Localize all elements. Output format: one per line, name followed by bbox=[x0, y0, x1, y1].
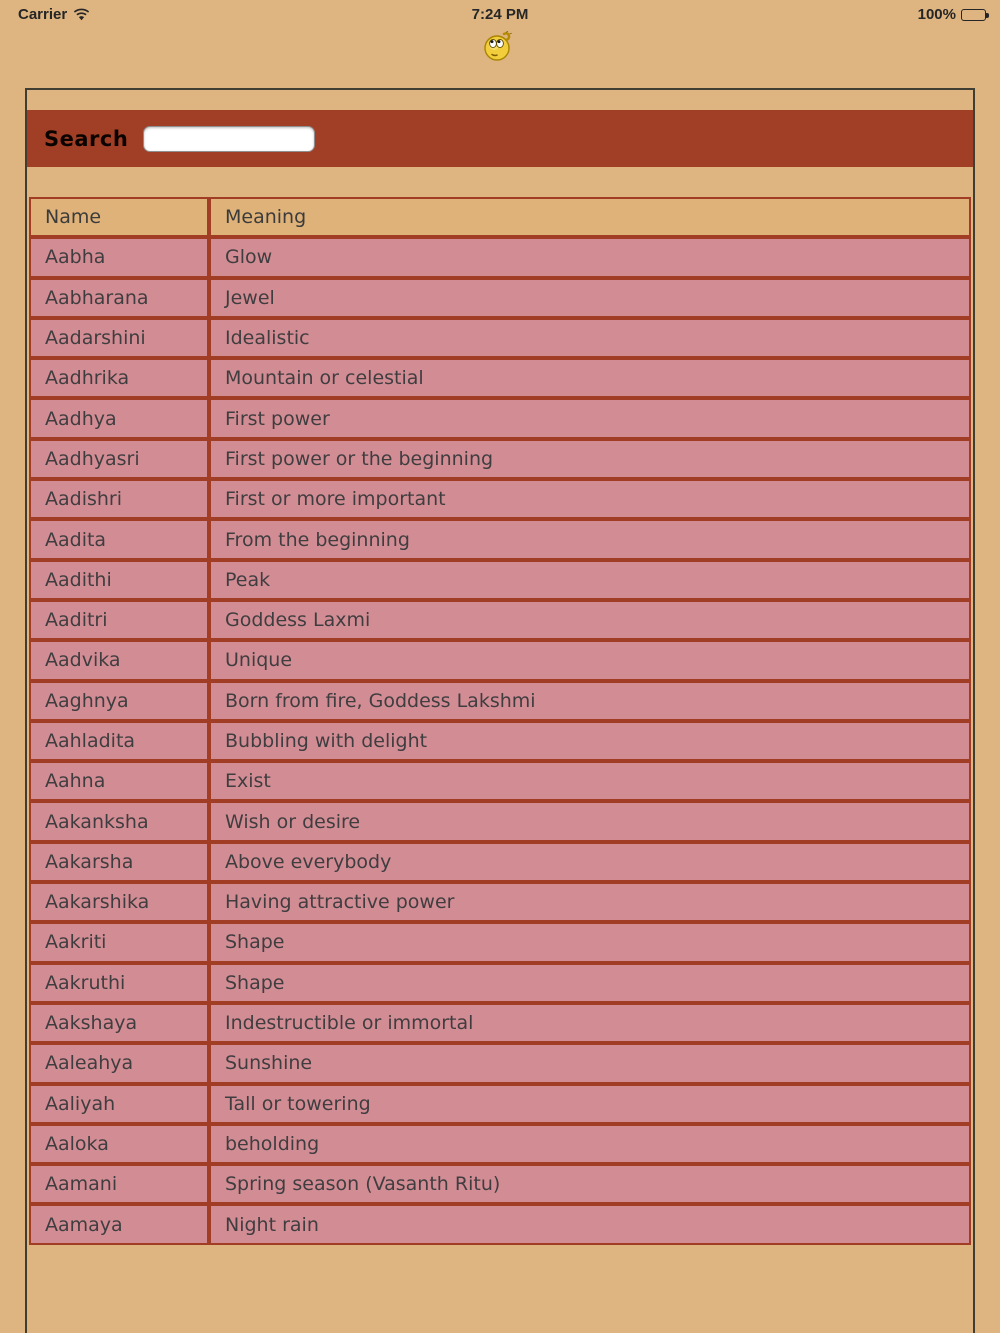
meaning-cell: Unique bbox=[209, 640, 971, 681]
table-row: Aadhyasri First power or the beginning bbox=[29, 438, 971, 480]
meaning-cell: Idealistic bbox=[209, 317, 971, 359]
meaning-cell: Sunshine bbox=[209, 1043, 971, 1084]
meaning-cell: Glow bbox=[209, 237, 971, 278]
name-cell: Aakarsha bbox=[29, 841, 209, 883]
meaning-cell: Bubbling with delight bbox=[209, 720, 971, 762]
name-cell: Aadita bbox=[29, 519, 209, 560]
table-row: Aakarshika Having attractive power bbox=[29, 882, 971, 923]
meaning-cell: Shape bbox=[209, 922, 971, 963]
name-cell: Aakarshika bbox=[29, 882, 209, 923]
name-cell: Aadhrika bbox=[29, 358, 209, 399]
table-row: Aadarshini Idealistic bbox=[29, 317, 971, 359]
wifi-icon bbox=[73, 8, 90, 21]
status-bar: Carrier 7:24 PM 100% bbox=[0, 0, 1000, 30]
meaning-cell: Shape bbox=[209, 962, 971, 1003]
status-time: 7:24 PM bbox=[471, 6, 529, 23]
name-cell: Aadithi bbox=[29, 559, 209, 600]
search-input[interactable] bbox=[143, 125, 316, 152]
table-row: Aaghnya Born from fire, Goddess Lakshmi bbox=[29, 680, 971, 721]
table-row: Aadithi Peak bbox=[29, 559, 971, 600]
table-row: Aaditri Goddess Laxmi bbox=[29, 599, 971, 641]
thinking-smiley-icon bbox=[482, 31, 514, 61]
names-table-area: Name Meaning Aabha Glow Aabharana Jewel Aada… bbox=[29, 197, 971, 1245]
meaning-cell: First power bbox=[209, 398, 971, 439]
name-cell: Aaditri bbox=[29, 599, 209, 641]
name-cell: Aadarshini bbox=[29, 317, 209, 359]
meaning-cell: Tall or towering bbox=[209, 1083, 971, 1124]
battery-percent-label: 100% bbox=[917, 6, 956, 23]
name-cell: Aadhya bbox=[29, 398, 209, 439]
name-cell: Aahna bbox=[29, 761, 209, 802]
meaning-cell: From the beginning bbox=[209, 519, 971, 560]
name-cell: Aakriti bbox=[29, 922, 209, 963]
meaning-cell: Night rain bbox=[209, 1204, 971, 1245]
table-row: Aahladita Bubbling with delight bbox=[29, 720, 971, 762]
battery-icon bbox=[961, 8, 989, 21]
name-cell: Aabha bbox=[29, 237, 209, 278]
table-row: Aaleahya Sunshine bbox=[29, 1043, 971, 1084]
table-row: Aakanksha Wish or desire bbox=[29, 801, 971, 842]
meaning-cell: Mountain or celestial bbox=[209, 358, 971, 399]
name-cell: Aaleahya bbox=[29, 1043, 209, 1084]
table-row: Aadita From the beginning bbox=[29, 519, 971, 560]
name-cell: Aamani bbox=[29, 1164, 209, 1205]
name-cell: Aamaya bbox=[29, 1204, 209, 1245]
table-row: Aadishri First or more important bbox=[29, 479, 971, 520]
meaning-cell: Indestructible or immortal bbox=[209, 1002, 971, 1044]
names-table-body: Aabha Glow Aabharana Jewel Aadarshini Idealis… bbox=[29, 237, 971, 1245]
name-cell: Aaliyah bbox=[29, 1083, 209, 1124]
name-cell: Aabharana bbox=[29, 277, 209, 318]
carrier-group: Carrier bbox=[18, 6, 90, 23]
name-cell: Aadishri bbox=[29, 479, 209, 520]
table-header-row: Name Meaning bbox=[29, 197, 971, 238]
meaning-cell: First or more important bbox=[209, 479, 971, 520]
search-bar: Search bbox=[27, 110, 973, 167]
table-row: Aaliyah Tall or towering bbox=[29, 1083, 971, 1124]
table-row: Aakriti Shape bbox=[29, 922, 971, 963]
meaning-column-header: Meaning bbox=[209, 197, 971, 238]
battery-group: 100% bbox=[917, 6, 989, 23]
carrier-label: Carrier bbox=[18, 6, 68, 23]
search-label: Search bbox=[44, 126, 129, 151]
table-row: Aabha Glow bbox=[29, 237, 971, 278]
table-row: Aamani Spring season (Vasanth Ritu) bbox=[29, 1164, 971, 1205]
name-column-header: Name bbox=[29, 197, 209, 238]
name-cell: Aaghnya bbox=[29, 680, 209, 721]
name-cell: Aahladita bbox=[29, 720, 209, 762]
meaning-cell: Spring season (Vasanth Ritu) bbox=[209, 1164, 971, 1205]
name-cell: Aadhyasri bbox=[29, 438, 209, 480]
table-row: Aabharana Jewel bbox=[29, 277, 971, 318]
name-cell: Aaloka bbox=[29, 1123, 209, 1165]
table-row: Aaloka beholding bbox=[29, 1123, 971, 1165]
meaning-cell: beholding bbox=[209, 1123, 971, 1165]
table-row: Aahna Exist bbox=[29, 761, 971, 802]
meaning-cell: Exist bbox=[209, 761, 971, 802]
name-cell: Aakanksha bbox=[29, 801, 209, 842]
name-cell: Aakshaya bbox=[29, 1002, 209, 1044]
table-row: Aakarsha Above everybody bbox=[29, 841, 971, 883]
table-row: Aadvika Unique bbox=[29, 640, 971, 681]
names-table: Name Meaning Aabha Glow Aabharana Jewel Aada… bbox=[29, 197, 971, 1245]
meaning-cell: Above everybody bbox=[209, 841, 971, 883]
table-row: Aamaya Night rain bbox=[29, 1204, 971, 1245]
table-row: Aadhya First power bbox=[29, 398, 971, 439]
meaning-cell: Wish or desire bbox=[209, 801, 971, 842]
meaning-cell: Having attractive power bbox=[209, 882, 971, 923]
meaning-cell: Jewel bbox=[209, 277, 971, 318]
table-row: Aakshaya Indestructible or immortal bbox=[29, 1002, 971, 1044]
table-row: Aadhrika Mountain or celestial bbox=[29, 358, 971, 399]
meaning-cell: Goddess Laxmi bbox=[209, 599, 971, 641]
name-cell: Aadvika bbox=[29, 640, 209, 681]
meaning-cell: Born from fire, Goddess Lakshmi bbox=[209, 680, 971, 721]
meaning-cell: Peak bbox=[209, 559, 971, 600]
name-cell: Aakruthi bbox=[29, 962, 209, 1003]
meaning-cell: First power or the beginning bbox=[209, 438, 971, 480]
table-row: Aakruthi Shape bbox=[29, 962, 971, 1003]
content-frame[interactable]: Search Name Meaning Aabha Glow Aabharana Je… bbox=[25, 88, 975, 1333]
